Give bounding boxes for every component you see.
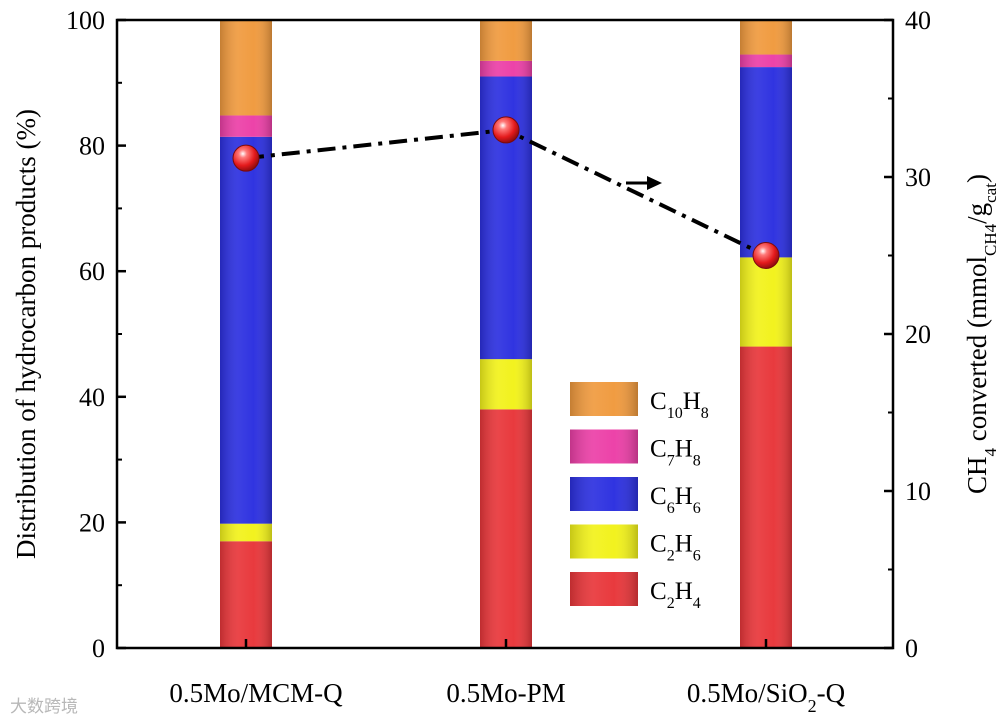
bar-shade-c2h6-1 (220, 523, 272, 542)
y-left-tick-label-20: 20 (79, 508, 105, 537)
bar-shade-c2h4-3 (740, 346, 792, 648)
legend-label-c10h8: C10H8 (650, 388, 709, 422)
bar-shade-c10h8-2 (480, 20, 532, 61)
legend-swatch-shade-c2h4 (570, 572, 638, 606)
y-right-label-ch: CH (962, 456, 992, 494)
bar-shade-c2h6-3 (740, 257, 792, 347)
x-category-label-2: 0.5Mo-PM (446, 678, 565, 708)
watermark-text: 大数跨境 (10, 697, 78, 717)
legend-swatch-shade-c2h6 (570, 524, 638, 559)
bar-shade-c10h8-3 (740, 20, 792, 55)
legend-label-c6h6: C6H6 (650, 483, 701, 517)
x-category-label-3: 0.5Mo/SiO2-Q (687, 678, 846, 716)
y-right-label-close: ) (962, 174, 992, 183)
category-labels: 0.5Mo/MCM-Q 0.5Mo-PM 0.5Mo/SiO2-Q (169, 678, 845, 716)
legend: C10H8 C7H8 C6H6 C2H6 C2H4 (570, 382, 709, 612)
y-axis-left-label: Distribution of hydrocarbon products (%) (11, 109, 41, 559)
axis-ticks: 0 20 40 60 80 100 0 10 20 30 40 (66, 6, 931, 663)
bar-shade-c6h6-3 (740, 67, 792, 258)
legend-label-c7h8: C7H8 (650, 436, 701, 470)
bar-shade-c2h4-1 (220, 541, 272, 648)
ch4-converted-line (232, 116, 780, 269)
legend-swatch-shade-c7h8 (570, 429, 638, 464)
bar-shade-c7h8-2 (480, 60, 532, 77)
y-right-tick-label-20: 20 (905, 320, 931, 349)
bar-stacks (220, 20, 792, 648)
y-left-tick-label-100: 100 (66, 6, 105, 35)
bar-shade-c7h8-1 (220, 115, 272, 137)
ch4-point-2 (492, 116, 520, 144)
ch4-point-3 (752, 242, 780, 269)
y-left-tick-label-80: 80 (79, 132, 105, 161)
watermark: 大数跨境 (10, 697, 78, 717)
y-right-label-mmol-sub: CH4 (981, 223, 1000, 256)
bar-shade-c7h8-3 (740, 54, 792, 68)
y-right-label-g-sub: cat (981, 183, 1000, 203)
legend-label-c2h4: C2H4 (650, 578, 701, 612)
y-left-tick-label-40: 40 (79, 383, 105, 412)
legend-swatch-shade-c6h6 (570, 477, 638, 511)
y-right-tick-label-10: 10 (905, 477, 931, 506)
y-right-tick-label-30: 30 (905, 163, 931, 192)
ch4-point-1 (232, 144, 260, 172)
y-right-label-ch-sub: 4 (981, 447, 1000, 456)
y-right-label-mid: converted (mmol (962, 256, 992, 448)
bar-shade-c6h6-1 (220, 136, 272, 524)
y-right-tick-label-0: 0 (905, 634, 918, 663)
bar-shade-c2h6-2 (480, 359, 532, 410)
y-axis-right-label: CH4 converted (mmolCH4/gcat) (962, 174, 1000, 494)
bar-shade-c2h4-2 (480, 409, 532, 648)
legend-swatch-shade-c10h8 (570, 382, 638, 416)
y-right-label-slash: /g (962, 203, 992, 224)
y-left-tick-label-60: 60 (79, 257, 105, 286)
right-axis-arrow-head (647, 176, 662, 190)
y-right-tick-label-40: 40 (905, 6, 931, 35)
x-category-label-1: 0.5Mo/MCM-Q (169, 678, 343, 708)
y-left-tick-label-0: 0 (92, 634, 105, 663)
legend-label-c2h6: C2H6 (650, 531, 701, 565)
bar-shade-c10h8-1 (220, 20, 272, 116)
